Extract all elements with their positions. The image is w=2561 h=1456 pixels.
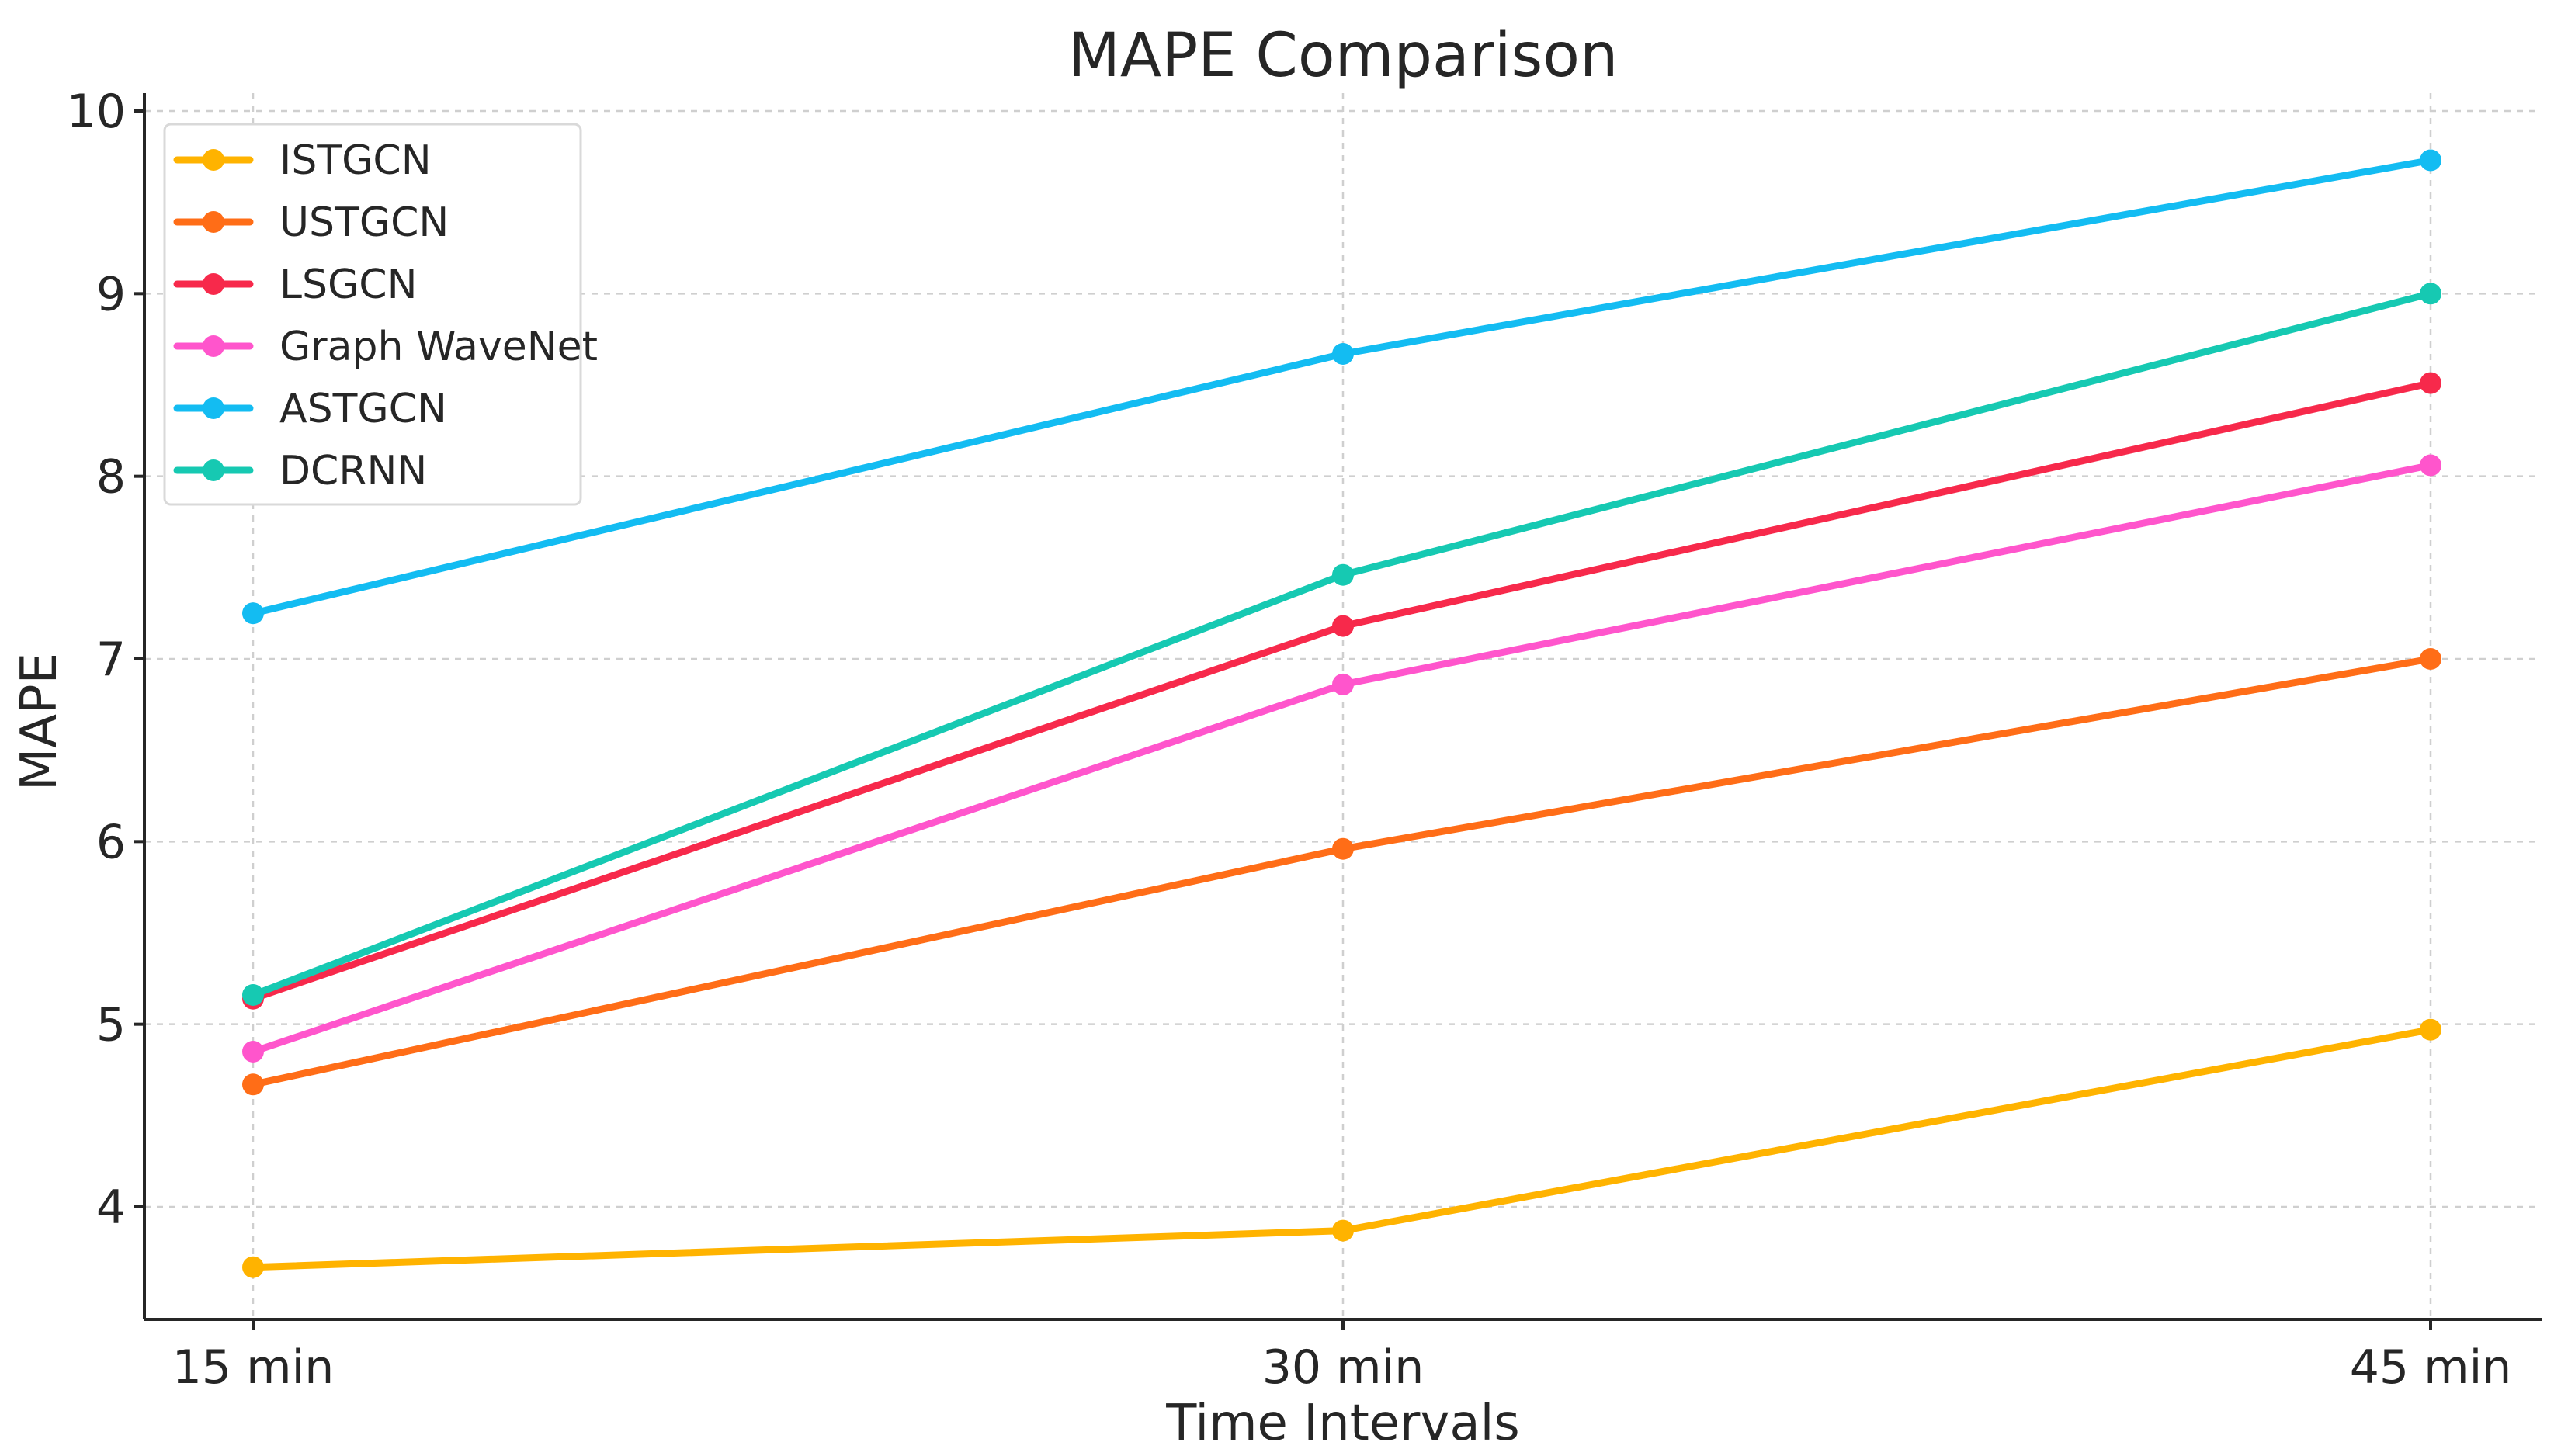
legend-item-lsgcn: LSGCN [173,262,417,308]
point-astgcn-0 [242,602,264,625]
legend-item-graph-wavenet: Graph WaveNet [173,324,598,370]
point-ustgcn-0 [242,1073,264,1096]
x-tick-label-2: 45 min [2350,1340,2512,1395]
legend-swatch-marker-dcrnn [203,459,224,481]
legend-label-ustgcn: USTGCN [279,199,449,246]
y-tick-label-10: 10 [67,85,126,139]
point-graph-wavenet-0 [242,1041,264,1063]
legend-label-istgcn: ISTGCN [279,137,432,184]
y-tick-label-6: 6 [96,815,126,869]
point-istgcn-1 [1332,1219,1354,1242]
series-layer [242,149,2441,1278]
point-istgcn-2 [2420,1018,2441,1041]
point-graph-wavenet-1 [1332,673,1354,695]
legend-item-ustgcn: USTGCN [173,199,449,246]
legend-swatch-marker-istgcn [203,149,224,171]
y-tick-label-4: 4 [96,1180,126,1235]
point-dcrnn-2 [2420,283,2441,305]
legend-swatch-marker-ustgcn [203,211,224,233]
legend-label-astgcn: ASTGCN [279,386,447,432]
x-tick-label-1: 30 min [1262,1340,1425,1395]
series-ustgcn [242,648,2441,1096]
y-tick-label-7: 7 [96,633,126,687]
legend-label-graph-wavenet: Graph WaveNet [279,324,598,370]
legend-swatch-marker-lsgcn [203,273,224,295]
ticks-layer: 4 5 6 7 8 9 10 15 min 30 min 45 min [67,85,2512,1395]
legend-label-lsgcn: LSGCN [279,262,417,308]
point-astgcn-2 [2420,149,2441,172]
series-graph-wavenet [242,454,2441,1063]
legend-item-istgcn: ISTGCN [173,137,432,184]
series-dcrnn [242,283,2441,1006]
legend-swatch-marker-graph-wavenet [203,335,224,357]
series-astgcn [242,149,2441,625]
y-tick-label-5: 5 [96,998,126,1052]
series-istgcn [242,1018,2441,1278]
chart-title: MAPE Comparison [1068,21,1619,91]
point-ustgcn-2 [2420,648,2441,670]
point-lsgcn-1 [1332,615,1354,637]
legend-item-dcrnn: DCRNN [173,448,427,494]
legend-swatch-marker-astgcn [203,397,224,419]
point-dcrnn-1 [1332,563,1354,586]
x-tick-label-0: 15 min [172,1340,335,1395]
legend: ISTGCN USTGCN LSGCN Graph WaveNet ASTGCN DCRN… [163,123,598,506]
legend-box [163,123,582,506]
point-graph-wavenet-2 [2420,454,2441,477]
point-lsgcn-2 [2420,372,2441,394]
legend-label-dcrnn: DCRNN [279,448,427,494]
point-ustgcn-1 [1332,837,1354,860]
x-axis-label: Time Intervals [1165,1395,1519,1452]
y-tick-label-8: 8 [96,450,126,504]
y-axis-label: MAPE [11,653,68,791]
point-istgcn-0 [242,1256,264,1278]
y-tick-label-9: 9 [96,267,126,321]
point-dcrnn-0 [242,984,264,1006]
legend-item-astgcn: ASTGCN [173,386,447,432]
point-astgcn-1 [1332,343,1354,365]
